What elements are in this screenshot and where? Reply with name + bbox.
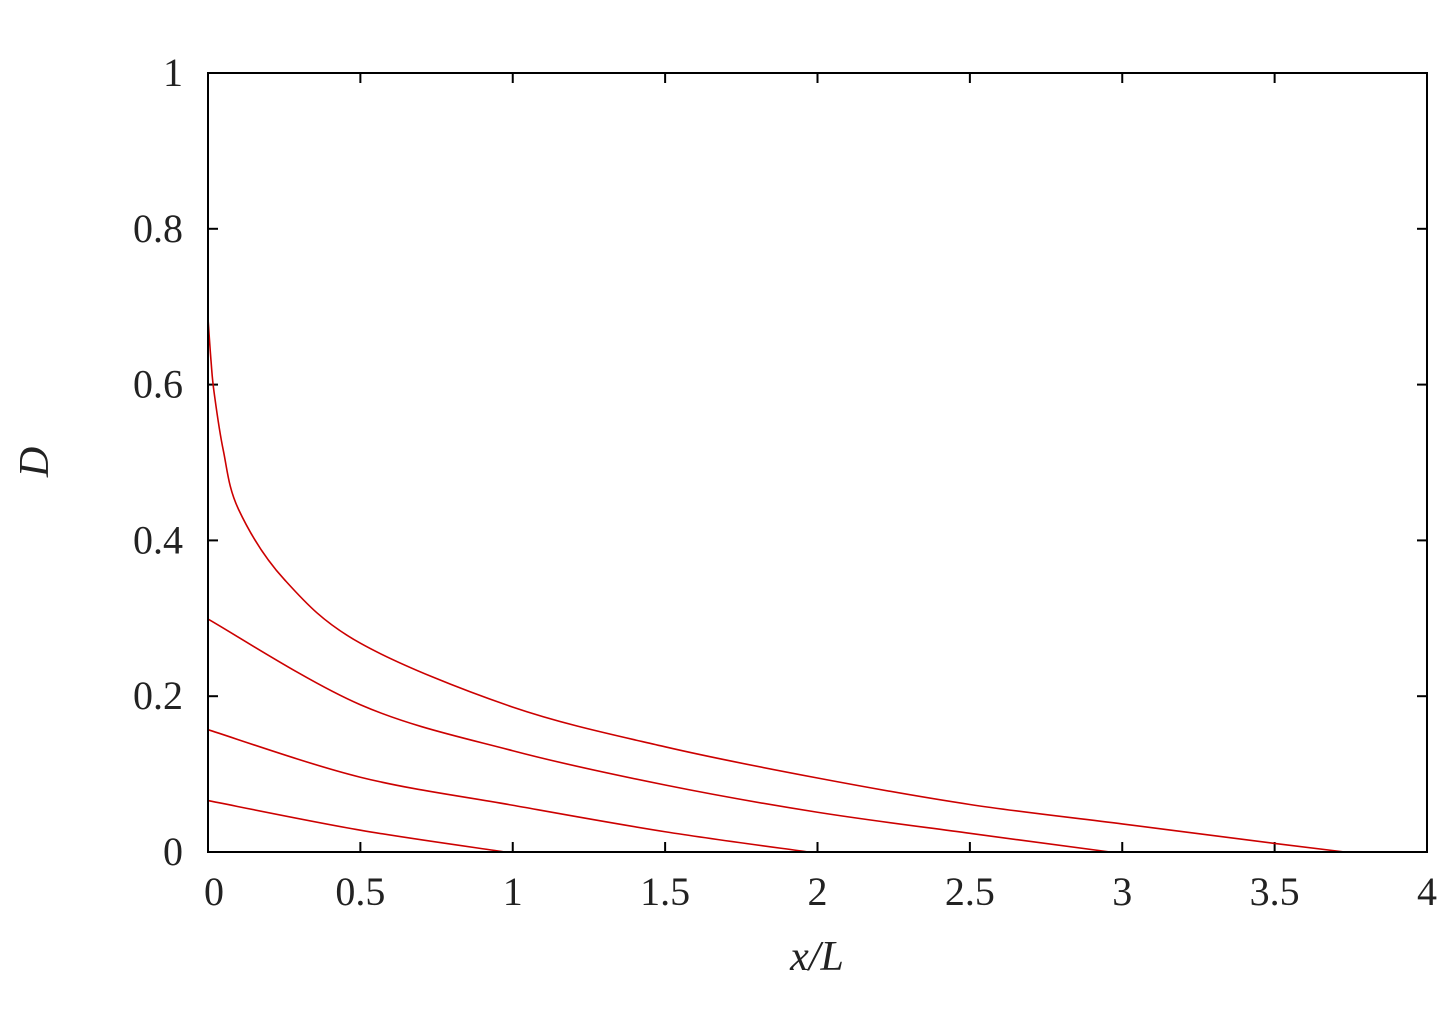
series-line-2 <box>207 618 1111 853</box>
y-tick-label: 0.6 <box>133 362 183 407</box>
x-tick-labels: 0 0.5 1 1.5 2 2.5 3 3.5 4 <box>204 869 1437 914</box>
x-tick-label: 3.5 <box>1250 869 1300 914</box>
y-tick-label: 0.2 <box>133 673 183 718</box>
x-tick-label: 4 <box>1417 869 1437 914</box>
x-tick-label: 1 <box>503 869 523 914</box>
y-tick-label: 0.4 <box>133 517 183 562</box>
y-tick-label: 1 <box>163 50 183 95</box>
series-line-4 <box>207 799 506 853</box>
y-axis-title: D <box>12 447 58 478</box>
x-tick-label: 2.5 <box>945 869 995 914</box>
ticks <box>207 72 1428 853</box>
series-line-3 <box>207 728 809 853</box>
x-axis-title: x/L <box>789 934 844 980</box>
series-line-1 <box>207 318 1345 853</box>
x-tick-label: 1.5 <box>640 869 690 914</box>
x-tick-label: 0 <box>204 869 224 914</box>
y-tick-label: 0.8 <box>133 206 183 251</box>
plot-frame <box>207 72 1428 853</box>
y-tick-label: 0 <box>163 829 183 874</box>
x-tick-label: 3 <box>1112 869 1132 914</box>
x-tick-label: 0.5 <box>335 869 385 914</box>
x-tick-label: 2 <box>808 869 828 914</box>
series-group <box>207 318 1345 853</box>
y-tick-labels: 0 0.2 0.4 0.6 0.8 1 <box>133 50 183 874</box>
